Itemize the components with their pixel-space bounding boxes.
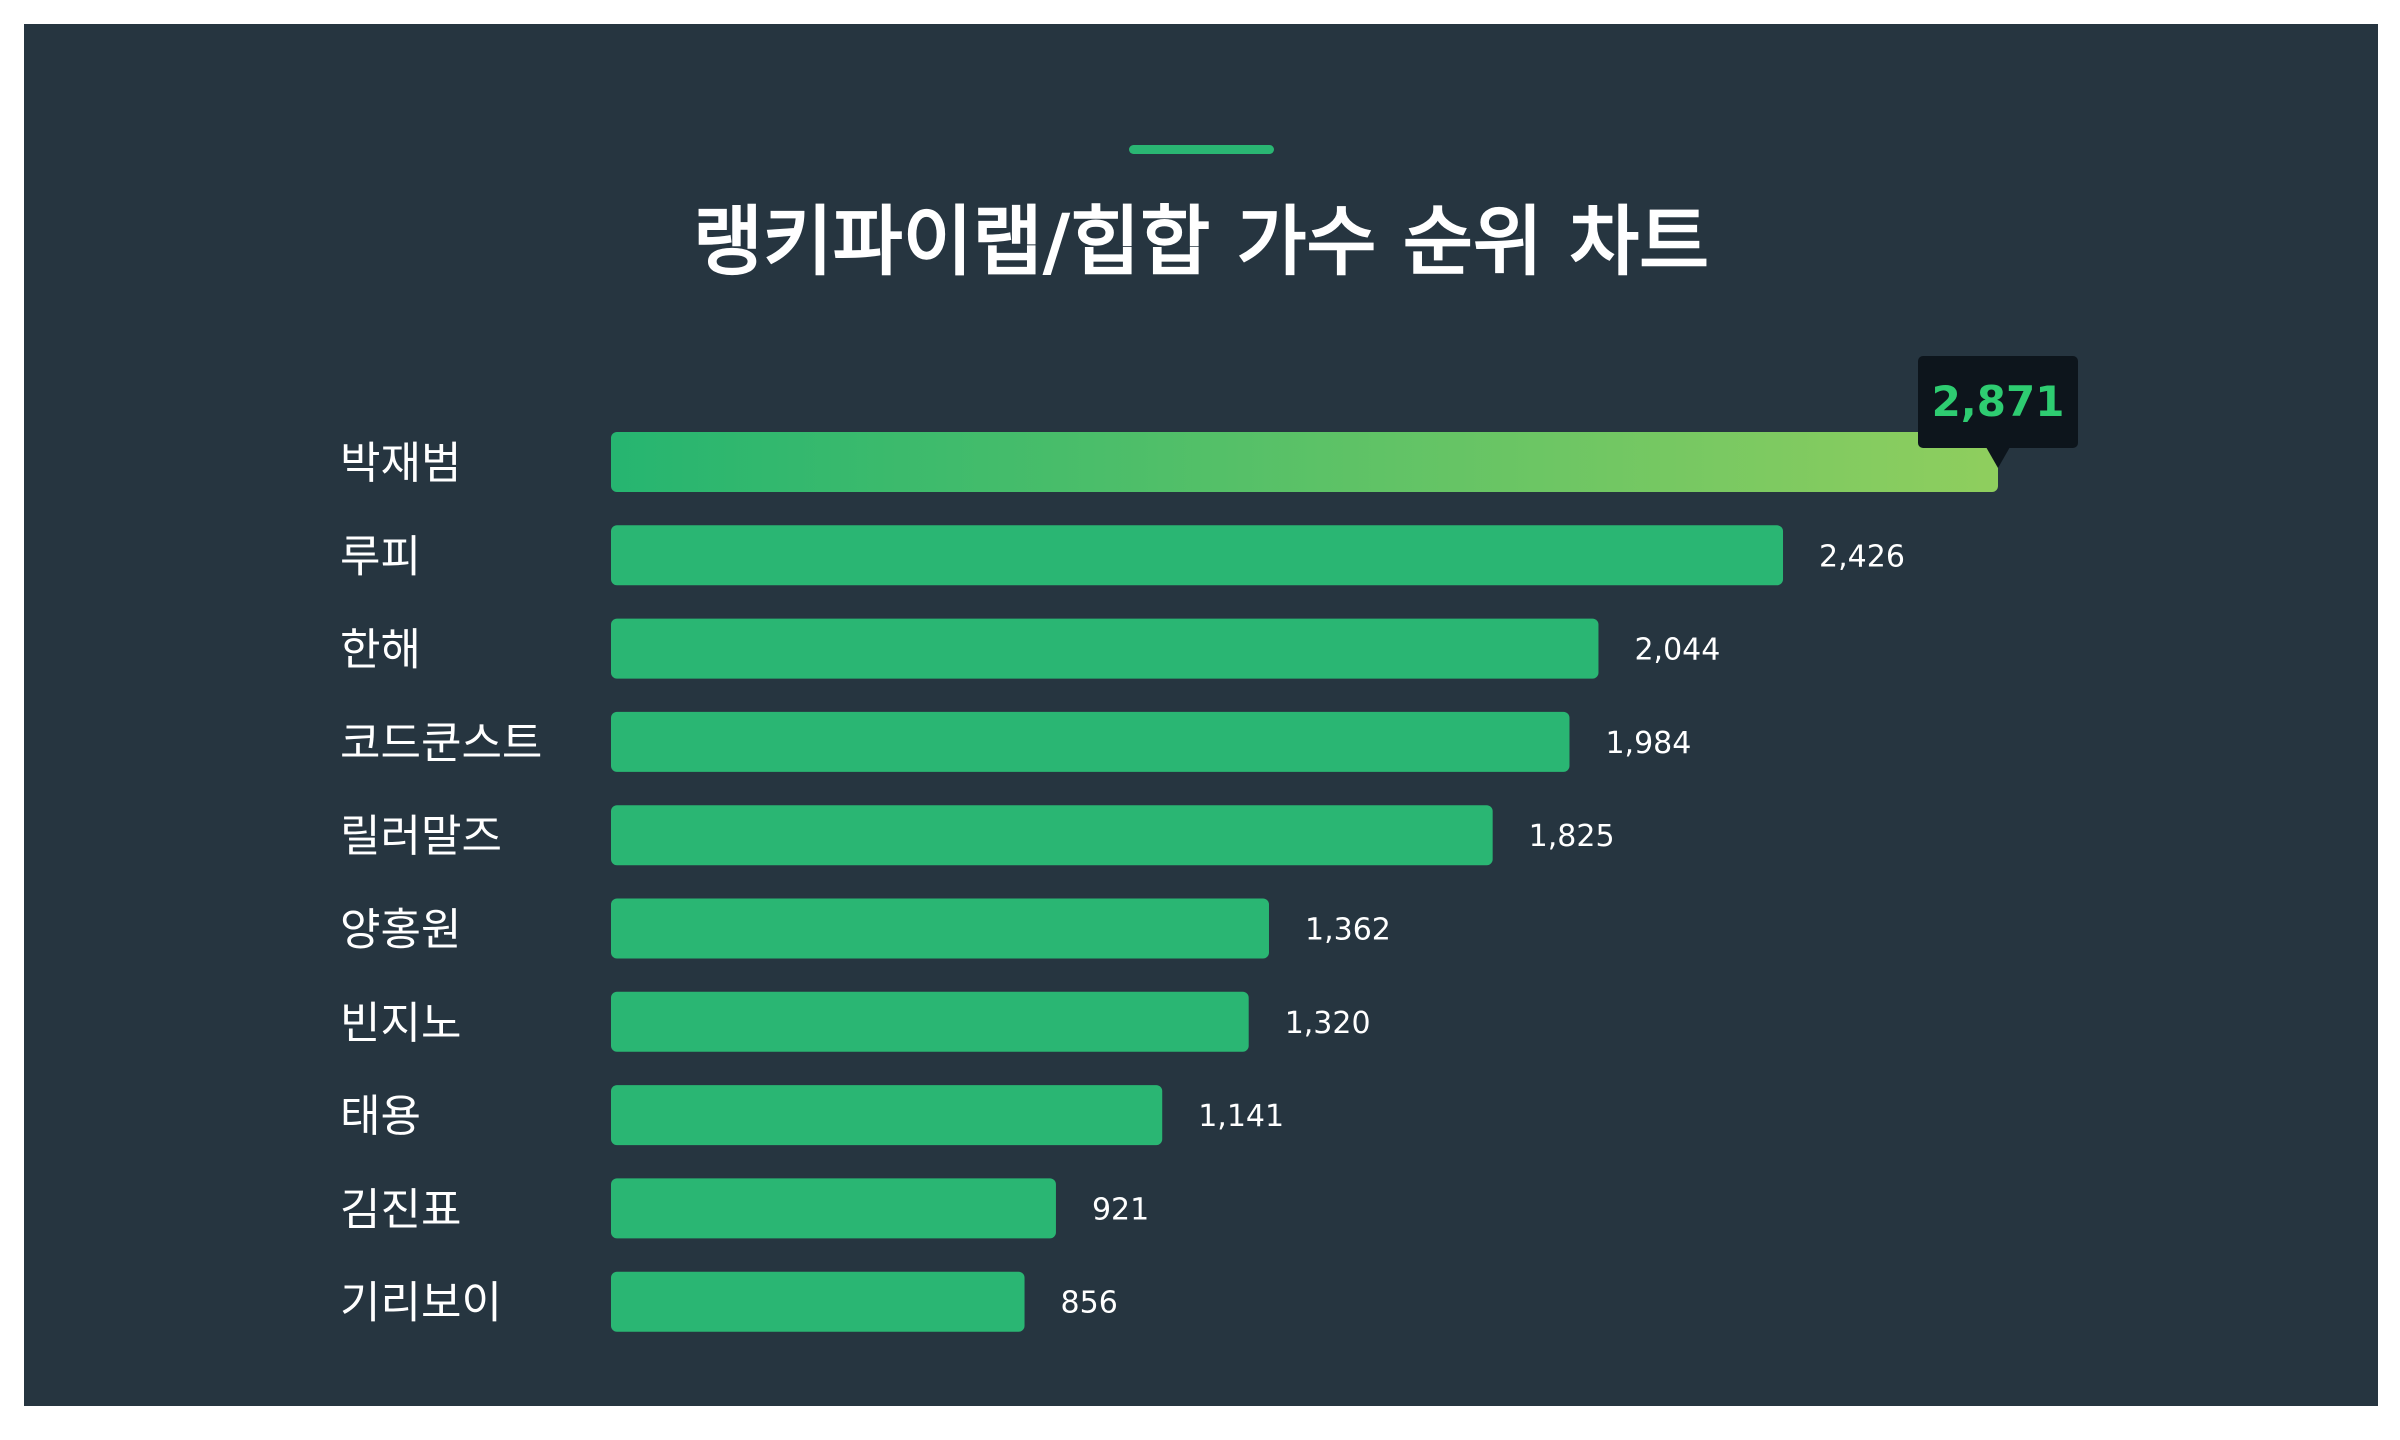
value-label: 1,825 [1529,819,1615,854]
category-label: 박재범 [340,438,461,489]
bar [611,898,1269,959]
value-label: 2,871 [1932,377,2065,426]
bar [611,1085,1163,1146]
category-label: 릴러말즈 [340,811,502,862]
title-accent-line [1129,145,1274,154]
value-label: 2,426 [1819,539,1905,574]
tooltip-pointer [1986,447,2010,468]
value-label: 1,320 [1285,1006,1371,1041]
bar [611,805,1493,866]
bar [611,618,1599,679]
bar [611,525,1784,586]
chart-panel: 랭키파이랩/힙합 가수 순위 차트 박재범 2,871 루피 2,426 한해 2,044… [24,24,2378,1406]
bar [611,991,1249,1052]
value-label: 1,984 [1605,726,1691,761]
value-label: 1,362 [1305,913,1391,948]
category-label: 빈지노 [340,998,461,1049]
category-label: 김진표 [340,1184,461,1235]
value-label: 856 [1061,1286,1118,1321]
bar [611,432,1998,492]
value-tooltip [1918,356,2078,448]
category-label: 태용 [340,1091,421,1142]
category-label: 기리보이 [340,1278,502,1329]
category-label: 루피 [340,531,421,582]
bar [611,1178,1056,1239]
chart-title: 랭키파이랩/힙합 가수 순위 차트 [692,197,1710,286]
bar [611,1271,1025,1332]
value-label: 921 [1092,1192,1149,1227]
bar-chart: 박재범 2,871 루피 2,426 한해 2,044 코드쿤스트 1,984 릴러말즈 1,82… [340,356,2078,1332]
category-label: 코드쿤스트 [340,718,542,769]
category-label: 양홍원 [340,905,461,956]
category-label: 한해 [340,625,421,676]
value-label: 1,141 [1198,1099,1284,1134]
value-label: 2,044 [1634,633,1720,668]
bar [611,711,1570,772]
